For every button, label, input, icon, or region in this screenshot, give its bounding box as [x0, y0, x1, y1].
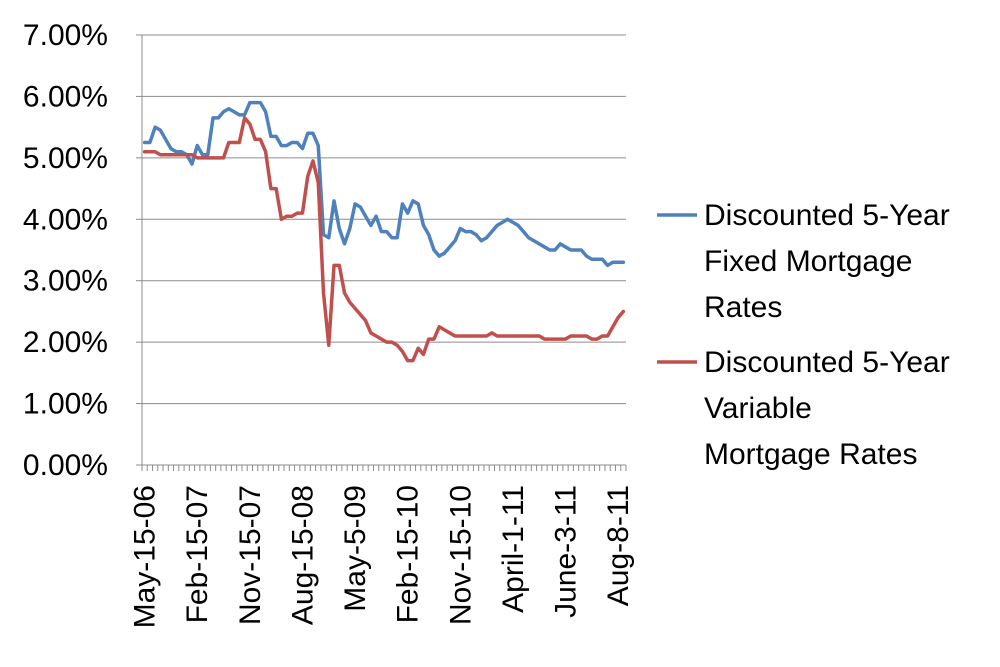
y-tick-label: 2.00% [23, 326, 108, 359]
legend-label-1: Discounted 5-Year Fixed Mortgage Rates [704, 199, 950, 324]
y-tick-labels: 0.00% 1.00% 2.00% 3.00% 4.00% 5.00% 6.00% 7.00% [23, 19, 108, 482]
series-line-1 [142, 100, 626, 268]
x-tick-label: Nov-15-07 [234, 485, 267, 625]
legend: Discounted 5-Year Fixed Mortgage Rates Disc… [657, 199, 950, 471]
legend-label-2: Discounted 5-Year Variable Mortgage Rates [704, 346, 950, 471]
y-tick-label: 5.00% [23, 142, 108, 175]
y-tick-label: 1.00% [23, 388, 108, 421]
y-tick-label: 0.00% [23, 449, 108, 482]
gridlines [142, 34, 626, 405]
y-tick-label: 7.00% [23, 19, 108, 52]
x-tick-label: April-1-11 [497, 485, 530, 613]
axes [136, 34, 627, 471]
x-tick-label: Aug-15-08 [286, 485, 319, 625]
series-line-2 [142, 116, 626, 363]
x-tick-label: Feb-15-10 [392, 485, 425, 623]
y-tick-label: 6.00% [23, 80, 108, 113]
series-lines [142, 100, 626, 363]
y-tick-label: 3.00% [23, 265, 108, 298]
x-tick-label: Nov-15-10 [444, 485, 477, 625]
x-tick-label: May-15-06 [129, 485, 162, 628]
x-tick-label: May-5-09 [339, 485, 372, 612]
x-tick-label: Feb-15-07 [181, 485, 214, 623]
x-tick-labels: May-15-06 Feb-15-07 Nov-15-07 Aug-15-08 May-… [129, 485, 635, 628]
x-tick-label: June-3-11 [550, 485, 583, 618]
y-tick-label: 4.00% [23, 203, 108, 236]
x-tick-label: Aug-8-11 [602, 485, 635, 606]
